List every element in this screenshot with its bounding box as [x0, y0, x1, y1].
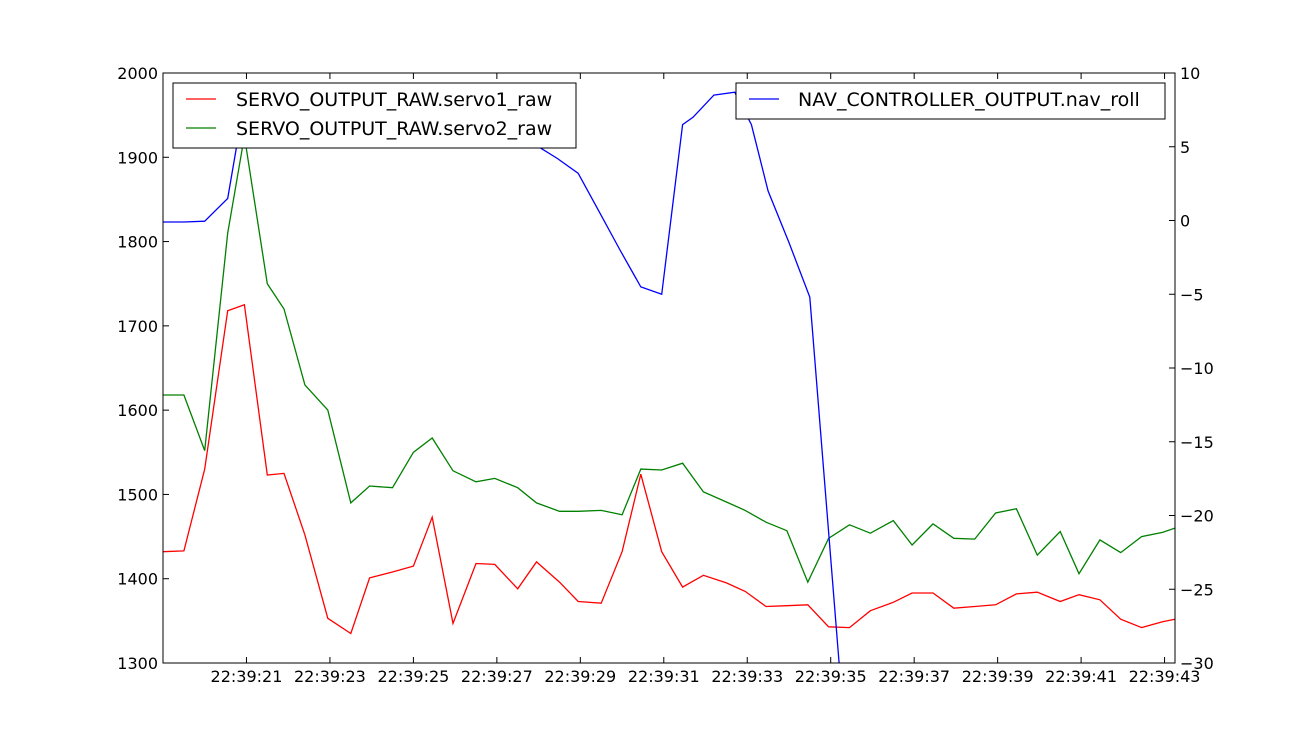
- x-axis: 22:39:21 22:39:23 22:39:25 22:39:27 22:39:29…: [211, 73, 1201, 686]
- legend-right-box: [735, 82, 1166, 120]
- right-y-tick-label: 0: [1180, 212, 1190, 231]
- x-tick-label: 22:39:43: [1129, 667, 1201, 686]
- right-y-tick-label: −5: [1180, 285, 1204, 304]
- left-y-tick-label: 1400: [117, 570, 158, 589]
- legend-left-box: [172, 82, 577, 149]
- right-y-tick-label: 5: [1180, 138, 1190, 157]
- right-y-tick-label: 10: [1180, 64, 1200, 83]
- x-tick-label: 22:39:29: [544, 667, 616, 686]
- x-tick-label: 22:39:27: [461, 667, 533, 686]
- right-y-tick-label: −30: [1180, 654, 1214, 673]
- left-y-tick-label: 1300: [117, 654, 158, 673]
- legend-label-servo2: SERVO_OUTPUT_RAW.servo2_raw: [236, 118, 552, 140]
- x-tick-label: 22:39:37: [878, 667, 950, 686]
- left-y-tick-label: 1900: [117, 148, 158, 167]
- series-line-1: [163, 303, 1175, 635]
- legend-left: SERVO_OUTPUT_RAW.servo1_raw SERVO_OUTPUT…: [172, 82, 577, 149]
- left-y-tick-label: 2000: [117, 64, 158, 83]
- x-tick-label: 22:39:31: [628, 667, 700, 686]
- legend-label-nav-roll: NAV_CONTROLLER_OUTPUT.nav_roll: [798, 89, 1140, 111]
- x-tick-label: 22:39:41: [1045, 667, 1117, 686]
- left-y-tick-label: 1600: [117, 401, 158, 420]
- legend-right: NAV_CONTROLLER_OUTPUT.nav_roll: [735, 82, 1166, 120]
- x-tick-label: 22:39:23: [294, 667, 366, 686]
- right-y-tick-label: −25: [1180, 580, 1214, 599]
- left-y-axis: 1300 1400 1500 1600 1700 1800 1900 2000: [117, 64, 169, 673]
- right-y-tick-label: −15: [1180, 433, 1214, 452]
- x-tick-label: 22:39:35: [795, 667, 867, 686]
- x-tick-label: 22:39:21: [211, 667, 283, 686]
- x-tick-label: 22:39:39: [962, 667, 1034, 686]
- right-y-tick-label: −10: [1180, 359, 1214, 378]
- x-tick-label: 22:39:33: [711, 667, 783, 686]
- legend-label-servo1: SERVO_OUTPUT_RAW.servo1_raw: [236, 89, 552, 111]
- left-y-tick-label: 1500: [117, 485, 158, 504]
- right-y-axis: −30 −25 −20 −15 −10 −5 0 5 10: [1169, 64, 1214, 673]
- x-tick-label: 22:39:25: [377, 667, 449, 686]
- left-y-tick-label: 1800: [117, 233, 158, 252]
- right-y-tick-label: −20: [1180, 507, 1214, 526]
- series-line-2: [163, 136, 1175, 584]
- left-y-tick-label: 1700: [117, 317, 158, 336]
